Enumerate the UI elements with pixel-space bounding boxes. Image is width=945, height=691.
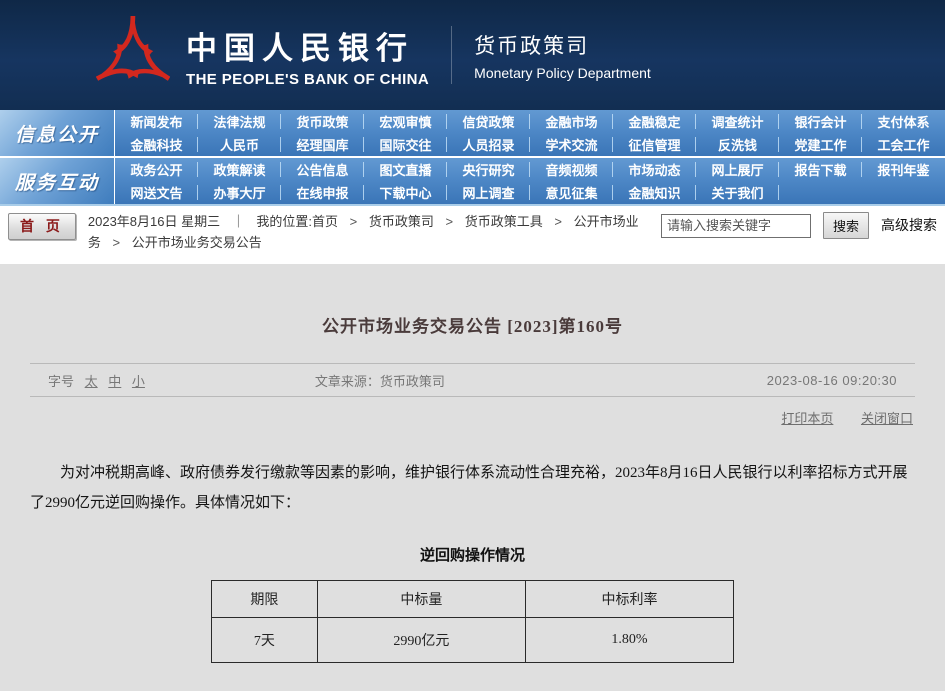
nav-item[interactable]: 新闻发布 [115, 110, 198, 133]
department-name-en: Monetary Policy Department [474, 64, 651, 81]
bank-name-block: 中国人民银行 THE PEOPLE'S BANK OF CHINA [186, 23, 451, 88]
nav-items-info: 新闻发布 法律法规 货币政策 宏观审慎 信贷政策 金融市场 金融稳定 调查统计 … [115, 110, 945, 156]
table-cell-volume: 2990亿元 [316, 617, 526, 663]
source-label: 文章来源： [314, 374, 380, 389]
nav-item[interactable]: 公告信息 [281, 158, 364, 181]
nav-item[interactable]: 市场动态 [613, 158, 696, 181]
department-name-cn: 货币政策司 [474, 34, 590, 58]
nav-item[interactable]: 金融科技 [115, 133, 198, 156]
nav-item[interactable]: 人民币 [198, 133, 281, 156]
pboc-logo-icon: 人 人 人 [96, 15, 170, 95]
nav-item[interactable]: 工会工作 [877, 138, 930, 153]
nav-item[interactable]: 办事大厅 [198, 181, 281, 204]
nav-item[interactable]: 网上展厅 [696, 158, 779, 181]
nav-item[interactable]: 音频视频 [530, 158, 613, 181]
advanced-search-link[interactable]: 高级搜索 [881, 217, 937, 233]
nav-item[interactable]: 党建工作 [779, 133, 862, 156]
column-header: 中标利率 [524, 580, 735, 618]
nav-item[interactable]: 银行会计 [779, 110, 862, 133]
nav-item[interactable]: 金融知识 [613, 181, 696, 204]
font-size-control: 字号 太 中 小 [48, 371, 315, 390]
table-row: 7天 2990亿元 1.80% [211, 617, 735, 663]
breadcrumb-link[interactable]: 货币政策司 [368, 214, 434, 229]
bank-name-en: THE PEOPLE'S BANK OF CHINA [186, 70, 430, 88]
nav-item[interactable]: 网送文告 [115, 181, 198, 204]
nav-section-services: 服务互动 政务公开 政策解读 公告信息 图文直播 央行研究 音频视频 市场动态 … [0, 158, 945, 204]
breadcrumb-separator: > [445, 214, 454, 229]
breadcrumb: 2023年8月16日 星期三 ｜ 我的位置:首页 > 货币政策司 > 货币政策工… [88, 214, 639, 250]
source-value: 货币政策司 [379, 374, 445, 389]
font-size-medium-link[interactable]: 中 [108, 374, 122, 389]
nav-item[interactable]: 法律法规 [198, 110, 281, 133]
nav-item[interactable]: 反洗钱 [696, 133, 779, 156]
nav-item[interactable]: 意见征集 [530, 181, 613, 204]
nav-item[interactable]: 经理国库 [281, 133, 364, 156]
nav-item[interactable]: 报刊年鉴 [877, 163, 930, 178]
nav-tab-services[interactable]: 服务互动 [0, 158, 115, 204]
nav-item[interactable]: 央行研究 [447, 158, 530, 181]
breadcrumb-pipe: ｜ [231, 214, 245, 229]
nav-item[interactable]: 图文直播 [364, 158, 447, 181]
nav-item[interactable]: 货币政策 [281, 110, 364, 133]
nav-item[interactable]: 网上调查 [447, 181, 530, 204]
breadcrumb-link[interactable]: 货币政策工具 [464, 214, 543, 229]
nav-item[interactable]: 国际交往 [364, 133, 447, 156]
nav-item[interactable]: 人员招录 [447, 133, 530, 156]
breadcrumb-bar: 首 页 搜索 高级搜索 2023年8月16日 星期三 ｜ 我的位置:首页 > 货… [0, 206, 945, 264]
font-size-label: 字号 [48, 374, 75, 389]
table-cell-tenor: 7天 [211, 617, 318, 663]
nav-item[interactable]: 金融市场 [530, 110, 613, 133]
home-button[interactable]: 首 页 [8, 213, 76, 240]
site-header: 人 人 人 中国人民银行 THE PEOPLE'S BANK OF CHINA … [0, 0, 945, 110]
nav-section-info-disclosure: 信息公开 新闻发布 法律法规 货币政策 宏观审慎 信贷政策 金融市场 金融稳定 … [0, 110, 945, 156]
article-body: 为对冲税期高峰、政府债券发行缴款等因素的影响，维护银行体系流动性合理充裕，202… [30, 465, 908, 511]
repo-operation-table: 期限 中标量 中标利率 7天 2990亿元 1.80% [211, 580, 735, 663]
nav-item[interactable]: 支付体系 [877, 115, 930, 130]
nav-item[interactable]: 金融稳定 [613, 110, 696, 133]
column-header: 期限 [211, 580, 318, 618]
article-content: 公开市场业务交易公告 [2023]第160号 字号 太 中 小 文章来源：货币政… [0, 264, 945, 691]
nav-tab-info-disclosure[interactable]: 信息公开 [0, 110, 115, 156]
nav-item[interactable]: 政策解读 [198, 158, 281, 181]
nav-item[interactable]: 征信管理 [613, 133, 696, 156]
article-title: 公开市场业务交易公告 [2023]第160号 [321, 317, 624, 336]
nav-item[interactable]: 报告下载 [779, 158, 862, 181]
search-area: 搜索 高级搜索 [660, 212, 937, 239]
nav-item[interactable]: 学术交流 [530, 133, 613, 156]
department-block: 货币政策司 Monetary Policy Department [451, 26, 651, 84]
nav-item[interactable]: 信贷政策 [447, 110, 530, 133]
font-size-small-link[interactable]: 小 [131, 374, 145, 389]
breadcrumb-separator: > [554, 214, 562, 229]
breadcrumb-link[interactable]: 公开市场业务交易公告 [131, 235, 262, 250]
breadcrumb-separator: > [349, 214, 358, 229]
nav-item[interactable]: 宏观审慎 [364, 110, 447, 133]
table-title: 逆回购操作情况 [419, 548, 525, 564]
main-nav: 信息公开 新闻发布 法律法规 货币政策 宏观审慎 信贷政策 金融市场 金融稳定 … [0, 110, 945, 206]
table-cell-rate: 1.80% [524, 617, 735, 663]
close-window-link[interactable]: 关闭窗口 [860, 411, 913, 426]
current-date: 2023年8月16日 星期三 [87, 214, 221, 229]
print-link[interactable]: 打印本页 [781, 411, 834, 426]
nav-item[interactable]: 在线申报 [281, 181, 364, 204]
bank-name-cn: 中国人民银行 [186, 30, 414, 66]
font-size-large-link[interactable]: 太 [84, 374, 98, 389]
column-header: 中标量 [316, 580, 526, 618]
nav-items-services: 政务公开 政策解读 公告信息 图文直播 央行研究 音频视频 市场动态 网上展厅 … [115, 158, 945, 204]
search-button[interactable]: 搜索 [822, 212, 869, 239]
search-input[interactable] [660, 213, 811, 238]
nav-item[interactable]: 调查统计 [696, 110, 779, 133]
article-datetime: 2023-08-16 09:20:30 [766, 373, 897, 388]
table-header-row: 期限 中标量 中标利率 [211, 580, 735, 618]
nav-item[interactable]: 下载中心 [364, 181, 447, 204]
article-meta-bar: 字号 太 中 小 文章来源：货币政策司 2023-08-16 09:20:30 [30, 363, 915, 397]
nav-item[interactable]: 关于我们 [696, 181, 779, 204]
nav-item[interactable]: 政务公开 [115, 158, 198, 181]
breadcrumb-separator: > [112, 235, 121, 250]
article-actions: 打印本页 关闭窗口 [30, 397, 915, 427]
logo-glyph: 人 [113, 15, 154, 60]
breadcrumb-link[interactable]: 公开市场业务 [87, 214, 639, 250]
breadcrumb-location: 我的位置:首页 [256, 214, 339, 229]
article-source: 文章来源：货币政策司 [315, 371, 655, 390]
